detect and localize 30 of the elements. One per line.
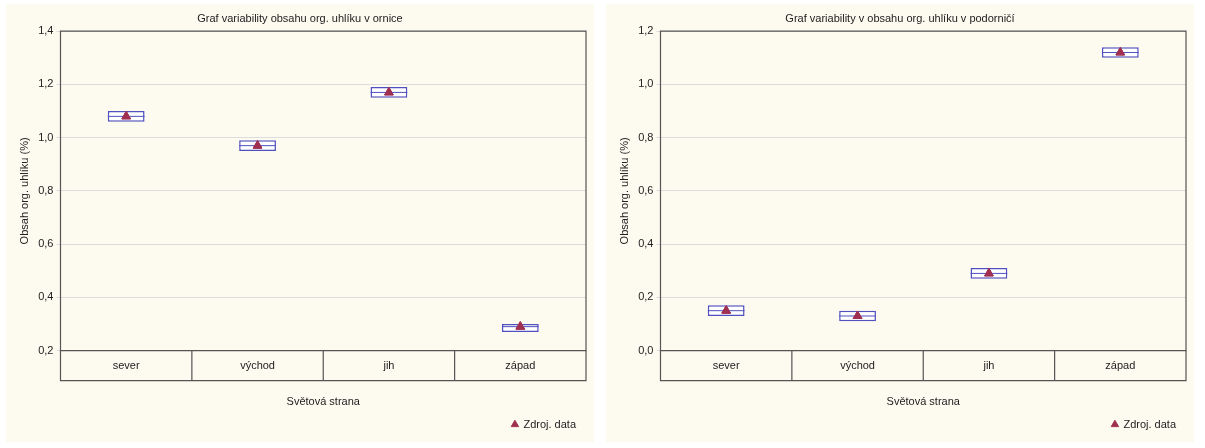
y-axis-title: Obsah org. uhlíku (%) xyxy=(617,137,630,245)
legend-label: Zdroj. data xyxy=(523,417,577,430)
y-tick-label: 1,0 xyxy=(38,130,54,143)
x-tick-label: jih xyxy=(982,359,995,372)
chart-title: Graf variability v obsahu org. uhlíku v podorničí xyxy=(785,11,1015,24)
y-tick-label: 1,0 xyxy=(638,77,654,90)
y-tick-label: 0,4 xyxy=(638,237,654,250)
y-tick-label: 0,0 xyxy=(638,343,654,356)
y-tick-label: 0,8 xyxy=(38,183,54,196)
y-tick-label: 0,2 xyxy=(38,343,54,356)
x-tick-label: sever xyxy=(112,359,140,372)
y-tick-label: 0,2 xyxy=(638,290,654,303)
x-axis-title: Světová strana xyxy=(886,395,961,408)
x-tick-label: východ xyxy=(240,359,275,372)
x-tick-label: sever xyxy=(712,359,740,372)
x-axis-title: Světová strana xyxy=(286,395,361,408)
x-tick-label: západ xyxy=(1105,359,1136,372)
x-tick-label: východ xyxy=(840,359,875,372)
chart-title: Graf variability obsahu org. uhlíku v ornice xyxy=(197,11,403,24)
y-tick-label: 1,2 xyxy=(38,77,54,90)
y-tick-label: 0,6 xyxy=(38,237,54,250)
y-tick-label: 1,4 xyxy=(38,24,54,37)
y-tick-label: 0,6 xyxy=(638,183,654,196)
x-tick-label: západ xyxy=(505,359,536,372)
y-tick-label: 0,8 xyxy=(638,130,654,143)
legend-label: Zdroj. data xyxy=(1123,417,1177,430)
y-axis-title: Obsah org. uhlíku (%) xyxy=(17,137,30,245)
y-tick-label: 1,2 xyxy=(638,24,654,37)
y-tick-label: 0,4 xyxy=(38,290,54,303)
x-tick-label: jih xyxy=(382,359,395,372)
